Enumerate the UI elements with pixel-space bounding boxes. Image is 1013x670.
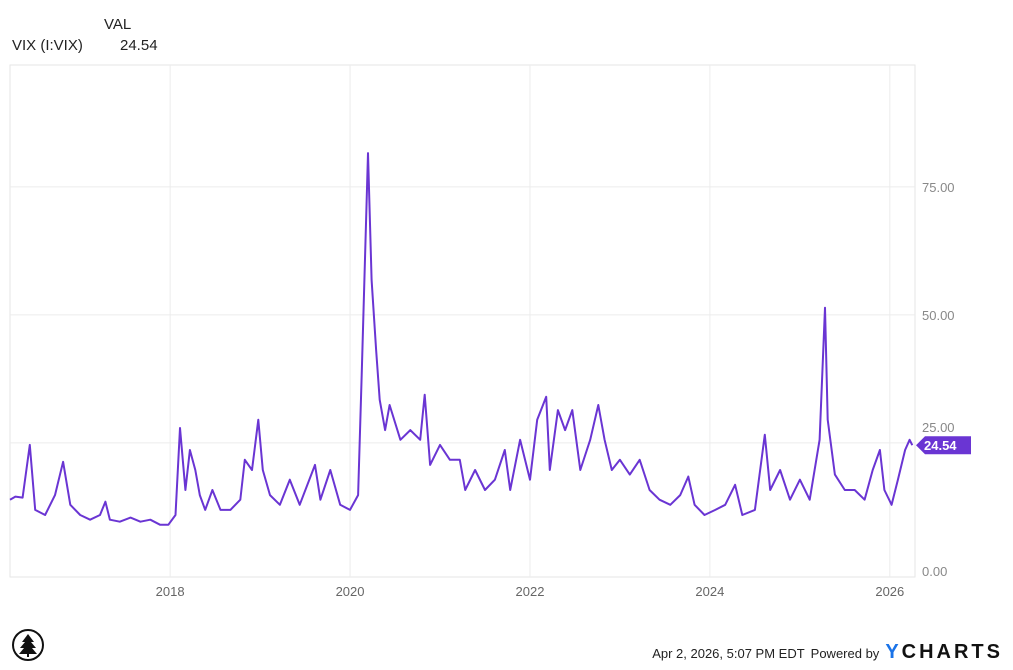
y-tick-label: 0.00	[922, 564, 947, 579]
y-tick-label: 75.00	[922, 180, 955, 195]
x-tick-label: 2020	[336, 584, 365, 599]
tree-logo-icon	[12, 629, 44, 661]
x-tick-label: 2026	[875, 584, 904, 599]
last-value-badge	[916, 436, 971, 455]
last-value-label: 24.54	[924, 438, 957, 453]
timestamp: Apr 2, 2026, 5:07 PM EDT	[652, 646, 805, 661]
y-tick-label: 25.00	[922, 420, 955, 435]
vix-line-chart: 2018 2020 2022 2024 2026 0.00 25.00 50.00 75.00 2…	[9, 64, 971, 599]
footer: Apr 2, 2026, 5:07 PM EDT Powered by YCHA…	[652, 641, 1003, 664]
x-tick-label: 2018	[156, 584, 185, 599]
x-tick-label: 2022	[516, 584, 545, 599]
plot-area	[9, 64, 916, 578]
legend-series-value: 24.54	[120, 37, 158, 54]
vix-series-line	[9, 152, 914, 526]
legend-column-header: VAL	[104, 16, 132, 33]
x-tick-label: 2024	[695, 584, 724, 599]
brand-y: Y	[885, 641, 902, 663]
brand-rest: CHARTS	[901, 641, 1003, 663]
powered-by-label: Powered by	[810, 646, 880, 661]
y-tick-label: 50.00	[922, 308, 955, 323]
legend-series-label: VIX (I:VIX)	[12, 37, 83, 54]
ycharts-logo[interactable]: YCHARTS	[885, 641, 1003, 664]
